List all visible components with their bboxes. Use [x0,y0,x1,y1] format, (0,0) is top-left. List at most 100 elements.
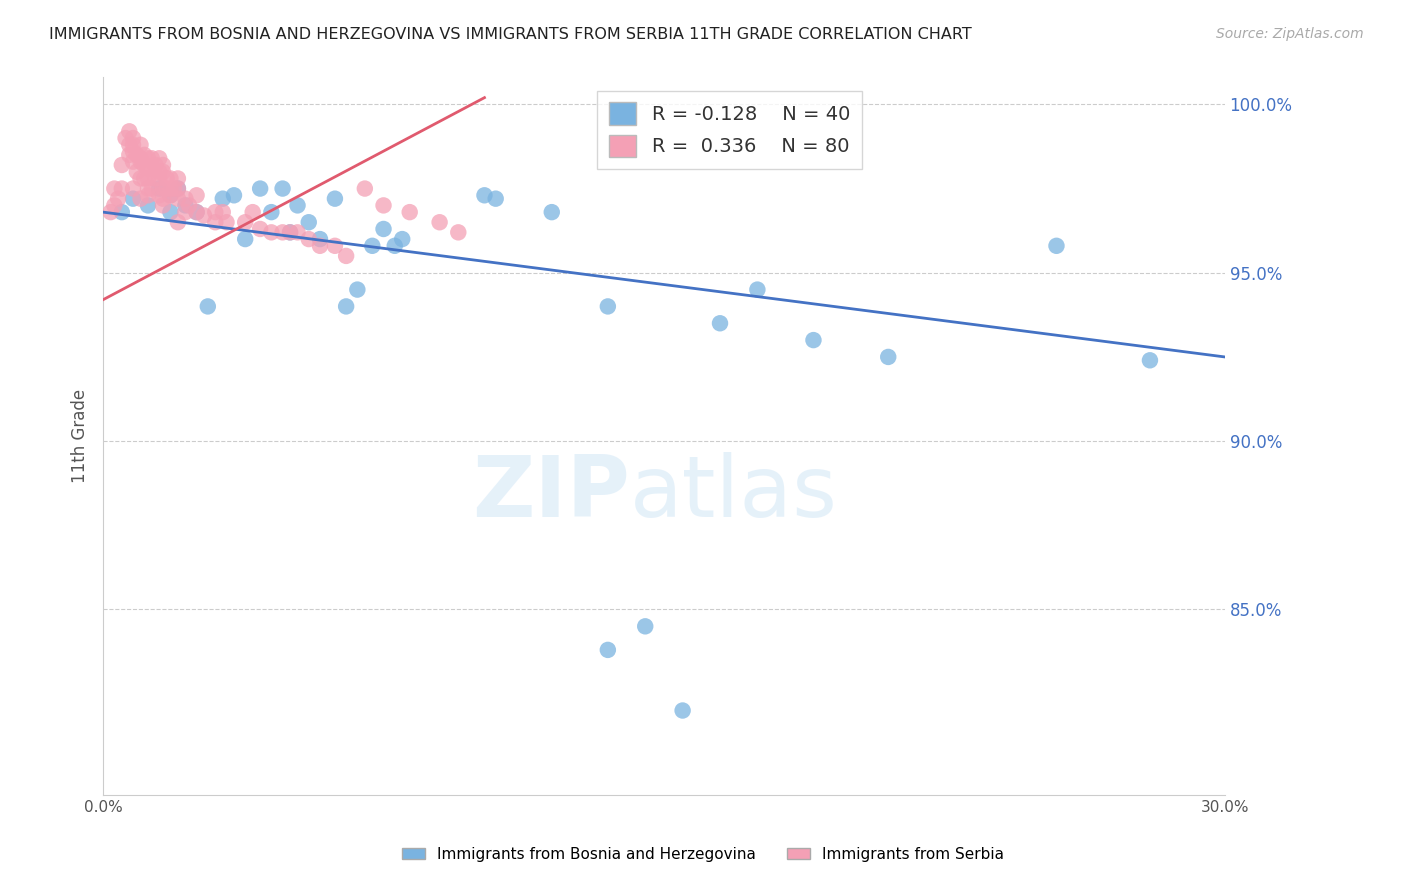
Point [373,198,395,212]
Point [136,188,159,202]
Point [271,181,294,195]
Point [159,188,181,202]
Point [298,232,321,246]
Point [129,192,152,206]
Point [134,148,156,162]
Point [136,198,159,212]
Point [136,181,159,195]
Point [287,198,309,212]
Point [122,181,145,195]
Point [186,205,208,219]
Point [159,188,181,202]
Point [122,192,145,206]
Point [129,137,152,152]
Point [222,188,245,202]
Point [361,239,384,253]
Point [309,239,332,253]
Point [485,192,508,206]
Point [156,171,179,186]
Point [148,188,170,202]
Point [260,205,283,219]
Point [167,192,190,206]
Point [391,232,413,246]
Point [242,205,264,219]
Point [136,161,159,176]
Legend: R = -0.128    N = 40, R =  0.336    N = 80: R = -0.128 N = 40, R = 0.336 N = 80 [598,91,862,169]
Point [803,333,825,347]
Point [163,181,186,195]
Point [152,158,174,172]
Point [174,198,197,212]
Point [152,192,174,206]
Point [152,165,174,179]
Point [159,205,181,219]
Point [233,232,256,246]
Point [346,283,368,297]
Point [197,300,219,314]
Point [596,300,619,314]
Point [204,215,226,229]
Point [249,222,271,236]
Point [179,198,201,212]
Point [111,205,134,219]
Point [211,192,233,206]
Point [323,239,346,253]
Point [167,181,190,195]
Point [141,181,163,195]
Point [204,205,226,219]
Point [122,154,145,169]
Point [193,209,215,223]
Point [1045,239,1067,253]
Point [136,151,159,165]
Point [118,124,141,138]
Point [134,158,156,172]
Point [129,171,152,186]
Point [747,283,769,297]
Point [103,198,125,212]
Point [540,205,562,219]
Point [278,225,301,239]
Point [159,181,181,195]
Point [122,145,145,159]
Point [125,165,148,179]
Point [118,137,141,152]
Point [186,188,208,202]
Point [429,215,451,229]
Point [167,171,190,186]
Point [877,350,900,364]
Point [152,198,174,212]
Point [129,151,152,165]
Point [398,205,420,219]
Point [114,131,136,145]
Point [447,225,470,239]
Point [287,225,309,239]
Point [111,158,134,172]
Legend: Immigrants from Bosnia and Herzegovina, Immigrants from Serbia: Immigrants from Bosnia and Herzegovina, … [396,841,1010,868]
Point [100,205,122,219]
Point [353,181,375,195]
Point [148,181,170,195]
Point [122,137,145,152]
Point [141,161,163,176]
Point [709,316,731,330]
Text: atlas: atlas [630,452,838,535]
Point [159,171,181,186]
Point [156,181,179,195]
Point [672,704,695,718]
Point [309,232,332,246]
Point [125,148,148,162]
Point [384,239,406,253]
Point [122,131,145,145]
Point [145,171,167,186]
Point [215,215,238,229]
Point [118,148,141,162]
Point [211,205,233,219]
Point [141,151,163,165]
Point [167,181,190,195]
Point [148,151,170,165]
Point [186,205,208,219]
Y-axis label: 11th Grade: 11th Grade [72,389,89,483]
Point [271,225,294,239]
Point [134,171,156,186]
Point [111,181,134,195]
